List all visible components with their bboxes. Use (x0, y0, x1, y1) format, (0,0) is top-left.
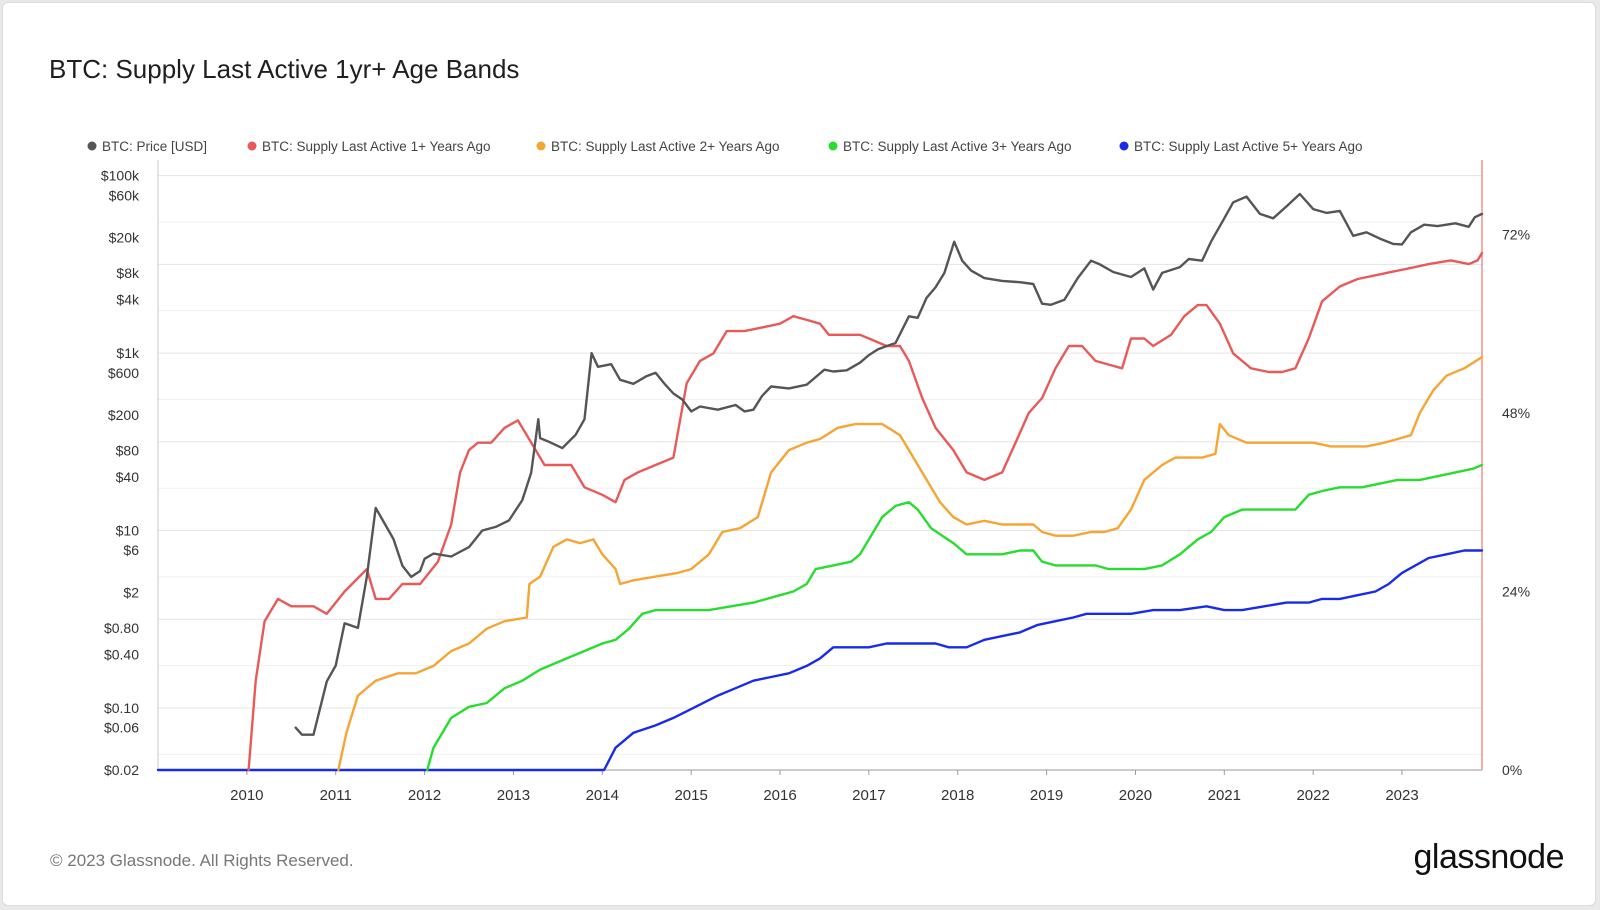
brand-logo: glassnode (1413, 838, 1564, 876)
y-left-tick-label: $600 (108, 365, 139, 381)
copyright-footer: © 2023 Glassnode. All Rights Reserved. (50, 851, 354, 870)
chart-title: BTC: Supply Last Active 1yr+ Age Bands (49, 54, 520, 84)
x-tick-label: 2020 (1119, 787, 1152, 804)
y-left-tick-label: $20k (109, 230, 140, 246)
x-tick-label: 2014 (586, 787, 619, 804)
legend-dot (1119, 141, 1129, 151)
x-tick-label: 2013 (497, 787, 530, 804)
y-left-tick-label: $1k (116, 345, 140, 361)
y-left-tick-label: $2 (123, 585, 139, 601)
series-line-btc-supply-last-active-3-years-ago (426, 463, 1484, 772)
y-right-tick-label: 24% (1502, 583, 1530, 599)
y-left-tick-label: $80 (116, 442, 140, 458)
series-lines (156, 192, 1484, 772)
legend-item[interactable]: BTC: Supply Last Active 5+ Years Ago (1119, 139, 1363, 154)
y-left-tick-label: $0.02 (104, 762, 139, 778)
legend-dot (536, 141, 546, 151)
y-left-tick-label: $6 (123, 542, 139, 558)
y-left-tick-label: $40 (116, 469, 140, 485)
y-left-tick-label: $0.10 (104, 700, 139, 716)
x-tick-label: 2016 (763, 787, 796, 804)
y-left-tick-label: $200 (108, 407, 139, 423)
series-line-btc-supply-last-active-2-years-ago (337, 355, 1484, 772)
y-left-tick-label: $8k (116, 265, 140, 281)
legend-item[interactable]: BTC: Supply Last Active 2+ Years Ago (536, 139, 780, 154)
legend-label: BTC: Price [USD] (102, 139, 207, 154)
legend-label: BTC: Supply Last Active 2+ Years Ago (551, 139, 780, 154)
x-tick-label: 2015 (674, 787, 707, 804)
y-left-tick-label: $10 (116, 523, 140, 539)
legend-dot (87, 141, 97, 151)
series-line-btc-supply-last-active-5-years-ago (156, 549, 1484, 772)
legend-label: BTC: Supply Last Active 3+ Years Ago (843, 139, 1072, 154)
legend-item[interactable]: BTC: Price [USD] (87, 139, 208, 154)
x-tick-label: 2011 (320, 787, 352, 804)
y-right-tick-label: 0% (1502, 762, 1522, 778)
x-tick-label: 2010 (230, 787, 263, 804)
x-tick-label: 2019 (1030, 787, 1063, 804)
y-left-tick-label: $100k (101, 168, 140, 184)
y-left-tick-label: $4k (116, 292, 140, 308)
x-tick-label: 2022 (1296, 787, 1329, 804)
series-line-btc-supply-last-active-1-years-ago (247, 251, 1484, 772)
legend-dot (828, 141, 838, 151)
x-tick-label: 2012 (408, 787, 441, 804)
y-left-tick-label: $0.80 (104, 620, 139, 636)
left-axis-ticks: $100k $60k $20k $8k $4k $1k $600 $200 $80 $40 $10 $… (101, 168, 140, 778)
legend-item[interactable]: BTC: Supply Last Active 1+ Years Ago (247, 139, 491, 154)
series-line-btc-price-usd- (294, 192, 1484, 736)
y-right-tick-label: 48% (1502, 405, 1530, 421)
legend-item[interactable]: BTC: Supply Last Active 3+ Years Ago (828, 139, 1072, 154)
x-tick-label: 2021 (1208, 787, 1241, 804)
legend[interactable]: BTC: Price [USD] BTC: Supply Last Active … (87, 139, 1363, 154)
x-axis-ticks: 2010 2011 2012 2013 2014 2015 2016 2017 2018 2019… (230, 770, 1419, 804)
legend-dot (247, 141, 257, 151)
y-right-tick-label: 72% (1502, 226, 1530, 242)
y-left-tick-label: $60k (109, 187, 140, 203)
gridlines (157, 160, 1483, 771)
x-tick-label: 2018 (941, 787, 974, 804)
x-tick-label: 2017 (852, 787, 885, 804)
x-tick-label: 2023 (1385, 787, 1418, 804)
right-axis-ticks: 72% 48% 24% 0% (1502, 226, 1530, 778)
y-left-tick-label: $0.06 (104, 720, 139, 736)
legend-label: BTC: Supply Last Active 5+ Years Ago (1134, 139, 1363, 154)
legend-label: BTC: Supply Last Active 1+ Years Ago (262, 139, 491, 154)
y-left-tick-label: $0.40 (104, 647, 139, 663)
